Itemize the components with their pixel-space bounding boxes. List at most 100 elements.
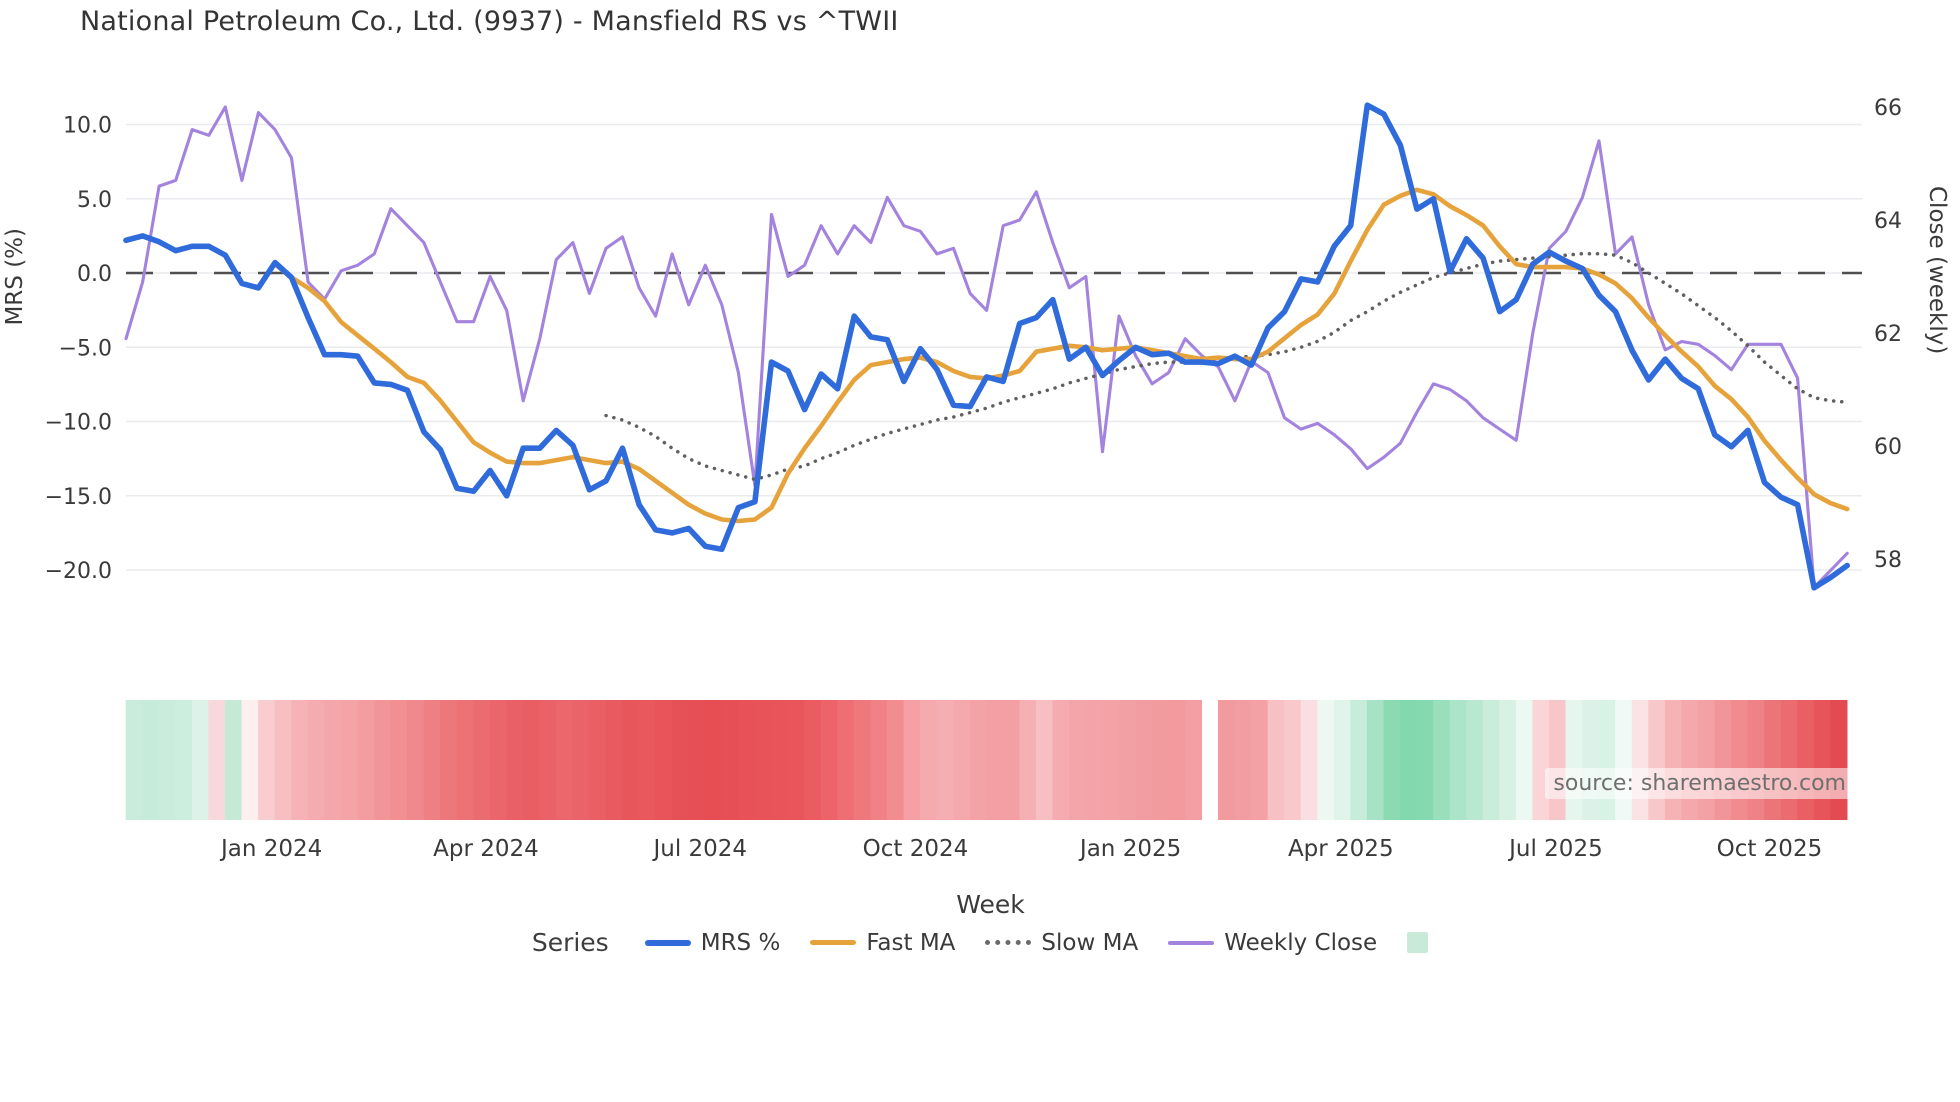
heatmap-cell [1797, 700, 1815, 820]
heatmap-cell [225, 700, 243, 820]
heatmap-cell [1466, 700, 1484, 820]
heat-swatch-swatch-icon [1407, 932, 1429, 953]
x-axis-tick: Apr 2024 [433, 836, 539, 862]
heatmap-cell [241, 700, 259, 820]
heatmap-cell [1780, 700, 1798, 820]
mrs-swatch-icon [644, 939, 691, 946]
heatmap-cell [1747, 700, 1765, 820]
heatmap-cell [1184, 700, 1203, 820]
legend: Series MRS % Fast MA Slow MA Weekly Close [0, 928, 1960, 957]
heatmap-cell [1565, 700, 1583, 820]
x-axis-title: Week [956, 890, 1025, 919]
right-axis-tick: 66 [1874, 96, 1902, 121]
heatmap-cell [1714, 700, 1732, 820]
heatmap-cell [1151, 700, 1169, 820]
heatmap-cell [407, 700, 425, 820]
heatmap-cell [1168, 700, 1186, 820]
heatmap-cell [837, 700, 855, 820]
legend-title: Series [531, 928, 609, 957]
heatmap-cell [1333, 700, 1351, 820]
heatmap-cell [440, 700, 458, 820]
series-line-mrs [123, 102, 1850, 591]
heatmap-cell [208, 700, 226, 820]
heatmap-cell [870, 700, 888, 820]
legend-item-label: Weekly Close [1224, 929, 1378, 956]
heatmap-cell [787, 700, 805, 820]
heatmap-cell [1218, 700, 1236, 820]
left-axis-tick: 10.0 [63, 114, 112, 139]
right-axis-tick: 60 [1874, 435, 1902, 460]
heatmap-cell [969, 700, 987, 820]
legend-item-weekly-close[interactable]: Weekly Close [1168, 930, 1377, 956]
heatmap-cell [1317, 700, 1335, 820]
heatmap-cell [324, 700, 342, 820]
page-title: National Petroleum Co., Ltd. (9937) - Ma… [80, 6, 899, 37]
legend-item-heat-swatch[interactable] [1407, 932, 1429, 953]
x-axis-tick: Jan 2025 [1078, 836, 1181, 862]
heatmap-cell [1615, 700, 1633, 820]
x-axis-tick: Oct 2024 [863, 836, 969, 862]
heatmap-cell [655, 700, 673, 820]
heatmap-cell [1582, 700, 1600, 820]
heatmap-cell [1813, 700, 1831, 820]
heatmap-cell [1482, 700, 1500, 820]
heatmap-cell [125, 700, 143, 820]
heatmap-cell [572, 700, 590, 820]
heatmap-cell [1681, 700, 1699, 820]
heatmap-cell [1052, 700, 1070, 820]
heatmap-cell [1532, 700, 1550, 820]
source-note: source: sharemaestro.com [1545, 768, 1854, 799]
heatmap-cell [688, 700, 706, 820]
fast-ma-swatch-icon [810, 940, 857, 945]
left-axis-tick: −5.0 [59, 336, 112, 361]
heatmap-cell [1598, 700, 1616, 820]
heatmap-cell [1764, 700, 1782, 820]
heatmap-cell [986, 700, 1004, 820]
heatmap-cell [1135, 700, 1153, 820]
heatmap-cell [589, 700, 607, 820]
legend-item-slow-ma[interactable]: Slow MA [985, 930, 1138, 956]
heatmap-cell [1300, 700, 1318, 820]
heatmap-cell [771, 700, 789, 820]
heatmap-cell [506, 700, 524, 820]
heatmap-cell [1631, 700, 1649, 820]
legend-item-label: Fast MA [866, 929, 956, 956]
heatmap-cell [721, 700, 739, 820]
heatmap-cell [1069, 700, 1087, 820]
heatmap-cell [1416, 700, 1434, 820]
heatmap-cell [1449, 700, 1467, 820]
heatmap-cell [1400, 700, 1418, 820]
legend-item-mrs[interactable]: MRS % [644, 930, 780, 956]
heatmap-cell [1102, 700, 1120, 820]
heatmap-cell [522, 700, 541, 820]
left-axis-tick: 0.0 [77, 262, 112, 287]
left-axis-title: MRS (%) [2, 228, 28, 326]
heatmap-cell [456, 700, 474, 820]
heatmap-cell [1664, 700, 1682, 820]
x-axis-tick: Jul 2025 [1507, 836, 1603, 862]
heatmap-cell [1515, 700, 1534, 820]
left-axis-tick: −10.0 [45, 411, 112, 436]
right-axis-tick: 62 [1874, 322, 1902, 347]
series-line-fast-ma [272, 187, 1850, 524]
heatmap-cell [1085, 700, 1103, 820]
heatmap-cell [1284, 700, 1302, 820]
x-axis-tick: Oct 2025 [1717, 836, 1823, 862]
legend-item-fast-ma[interactable]: Fast MA [810, 930, 955, 956]
heatmap-cell [373, 700, 392, 820]
slow-ma-swatch-icon [985, 940, 1032, 945]
heatmap-cell [903, 700, 921, 820]
heatmap-cell [1383, 700, 1401, 820]
heatmap-cell [390, 700, 408, 820]
heatmap-cell [423, 700, 441, 820]
heatmap-cell [1267, 700, 1285, 820]
right-axis-title: Close (weekly) [1924, 186, 1950, 355]
heatmap-cell [340, 700, 358, 820]
heatmap-cell [704, 700, 723, 820]
heatmap-cell [622, 700, 640, 820]
heatmap-cell [738, 700, 756, 820]
heatmap-cell [953, 700, 971, 820]
heatmap-cell [671, 700, 689, 820]
left-axis-tick: 5.0 [77, 188, 112, 213]
heatmap-cell [1350, 700, 1368, 820]
